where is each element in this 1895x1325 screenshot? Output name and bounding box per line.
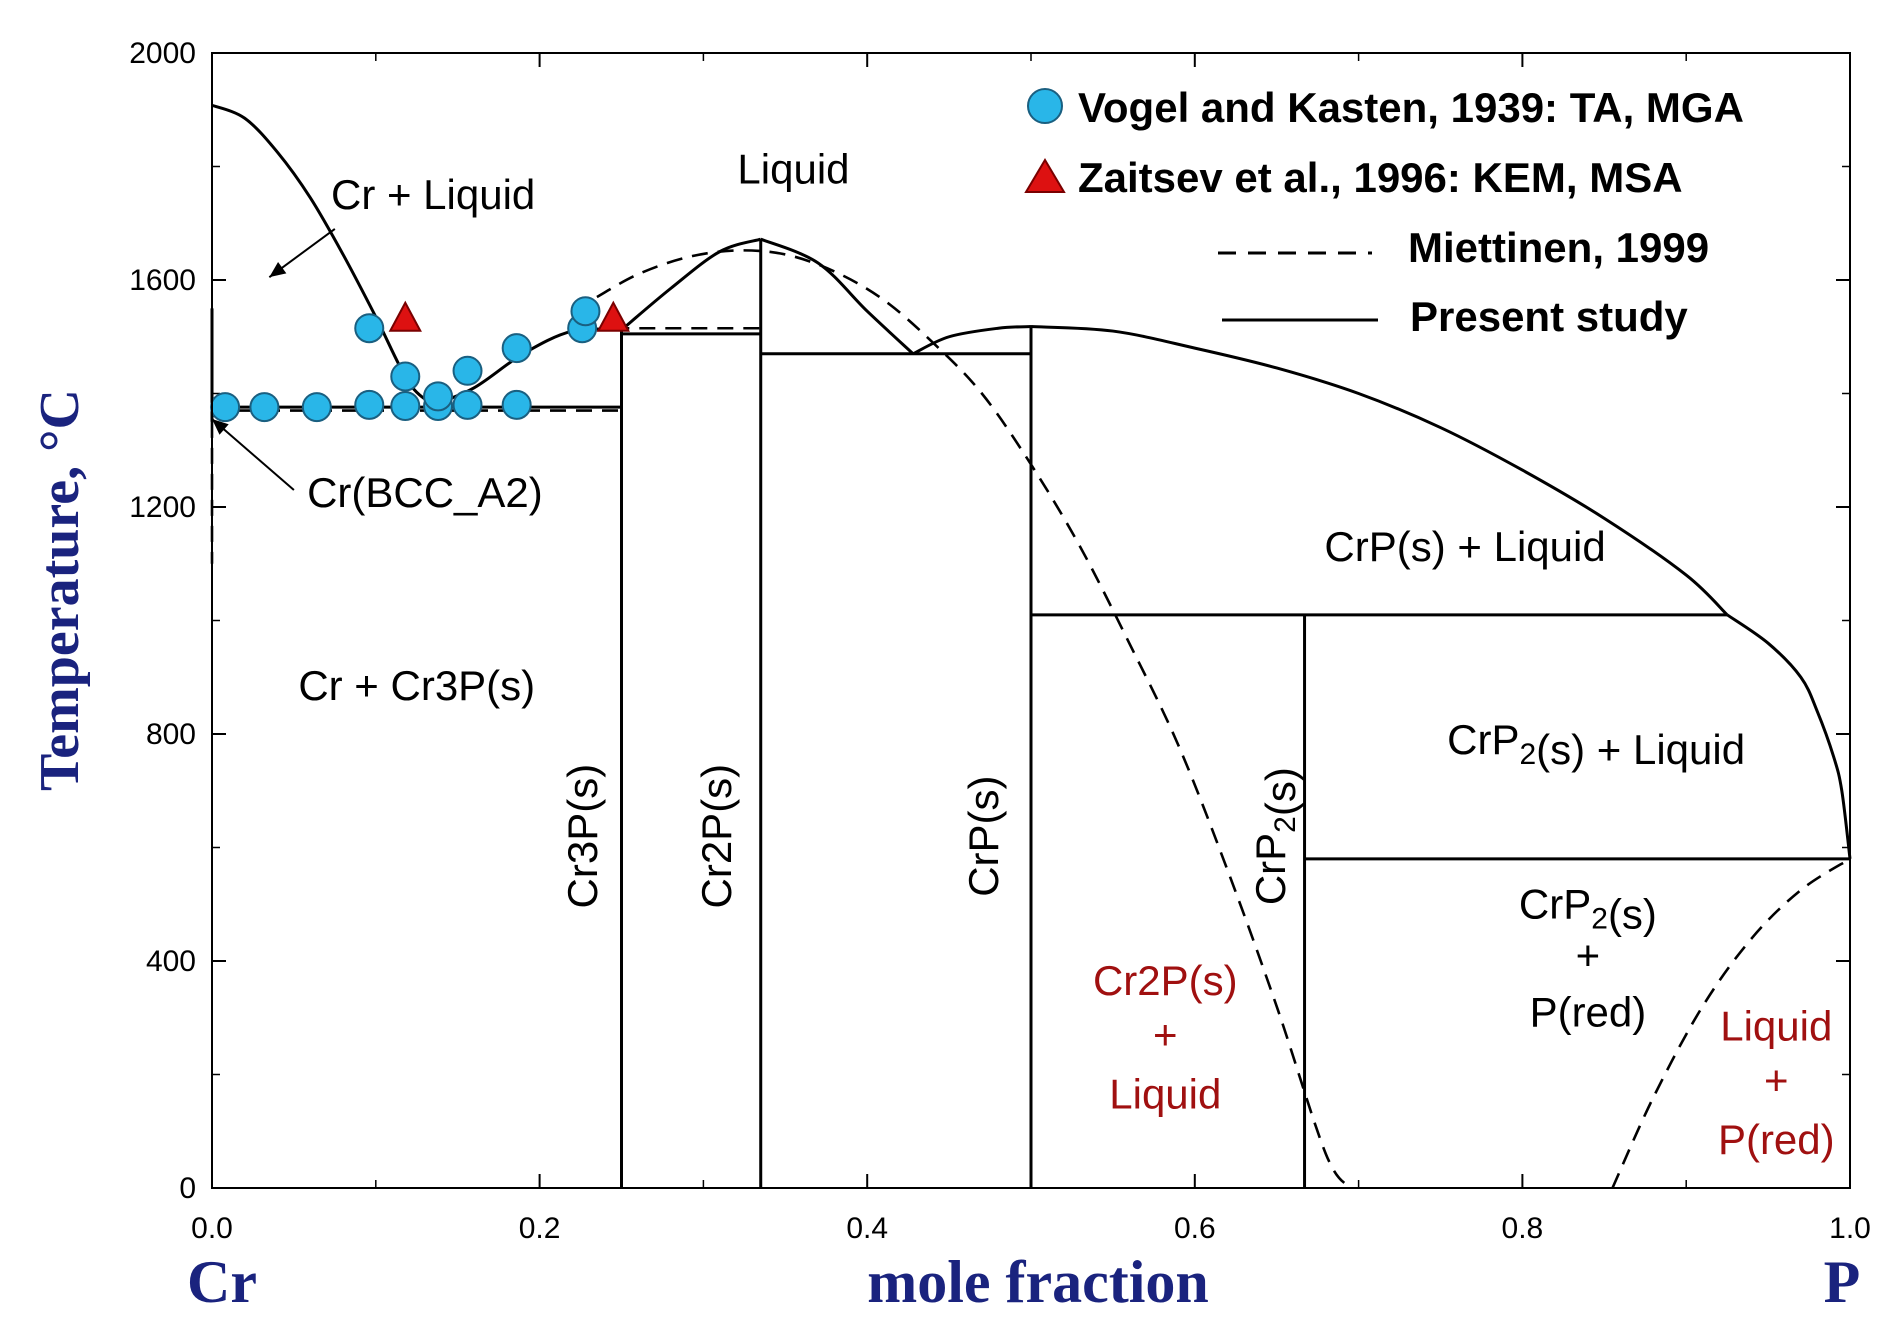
region-label: Cr2P(s) (1093, 957, 1238, 1004)
vogel-data-point (301, 392, 332, 423)
miettinen-line-segment (596, 249, 1352, 1189)
region-label: Cr + Cr3P(s) (298, 662, 535, 709)
y-tick-label: 1200 (129, 491, 196, 524)
zaitsev-data-point (388, 300, 422, 332)
legend-label-present: Present study (1410, 293, 1688, 340)
legend-label-zaitsev: Zaitsev et al., 1996: KEM, MSA (1078, 154, 1683, 201)
y-tick-label: 0 (179, 1172, 196, 1205)
region-label: Liquid (1720, 1002, 1832, 1049)
region-label: Liquid (737, 146, 849, 193)
region-labels: Liquid Cr + Liquid Cr(BCC_A2) Cr + Cr3P(s) C… (298, 146, 1834, 1163)
x-axis-right-label: P (1824, 1249, 1861, 1315)
y-axis-title: Temperature, °C (29, 389, 91, 791)
vogel-data-point (390, 390, 421, 421)
x-tick-label: 0.6 (1174, 1212, 1216, 1245)
legend-label-vogel: Vogel and Kasten, 1939: TA, MGA (1078, 84, 1744, 131)
region-label: Cr3P(s) (559, 764, 606, 909)
region-label: CrP2(s) + Liquid (1447, 716, 1745, 773)
present-study-line-segment (620, 237, 762, 332)
present-study-line-segment (1030, 325, 1729, 616)
zaitsev-data-point (596, 300, 630, 332)
region-label: + (1153, 1011, 1178, 1058)
vogel-data-point (570, 296, 601, 327)
x-axis-left-label: Cr (187, 1249, 257, 1315)
miettinen-line-segment (1611, 857, 1851, 1189)
legend-marker-zaitsev (1024, 158, 1066, 193)
region-label: Cr2P(s) (693, 764, 740, 909)
cr-liquid-arrow-head (269, 262, 287, 278)
region-label: Cr(BCC_A2) (307, 469, 543, 516)
x-tick-label: 0.4 (846, 1212, 888, 1245)
vogel-data-point (501, 389, 532, 420)
annotation-arrows (211, 228, 336, 491)
region-label: P(red) (1530, 988, 1647, 1035)
legend: Vogel and Kasten, 1939: TA, MGA Zaitsev … (1024, 84, 1744, 340)
vogel-data-point (452, 389, 483, 420)
y-tick-label: 800 (146, 718, 196, 751)
plot-frame (211, 52, 1851, 1189)
region-label: + (1576, 932, 1601, 979)
present-study-line-segment (211, 103, 435, 407)
cr-bcc-arrow (211, 418, 295, 491)
x-tick-label: 0.0 (191, 1212, 233, 1245)
region-label: P(red) (1718, 1116, 1835, 1163)
present-study-line-segment (1726, 613, 1852, 860)
region-label: CrP(s) (960, 775, 1007, 896)
x-tick-label: 0.8 (1502, 1212, 1544, 1245)
y-tick-label: 2000 (129, 37, 196, 70)
data-points (210, 296, 630, 423)
vogel-data-point (452, 355, 483, 386)
legend-marker-vogel (1027, 88, 1063, 124)
x-tick-label: 1.0 (1829, 1212, 1871, 1245)
region-label: + (1764, 1056, 1789, 1103)
cr-bcc-arrow-head (212, 419, 229, 435)
region-label: Cr + Liquid (331, 171, 535, 218)
vogel-data-point (390, 361, 421, 392)
region-label: CrP2(s) (1247, 767, 1304, 905)
legend-label-miettinen: Miettinen, 1999 (1408, 224, 1709, 271)
present-study-line-segment (912, 325, 1032, 356)
vogel-data-point (249, 392, 280, 423)
vogel-data-point (354, 313, 385, 344)
vogel-data-point (501, 333, 532, 364)
tick-labels: 0 400 800 1200 1600 2000 0.0 0.2 0.4 0.6 0.8 1.0 (129, 37, 1871, 1245)
y-tick-label: 1600 (129, 264, 196, 297)
region-label: CrP(s) + Liquid (1324, 523, 1605, 570)
region-label: Liquid (1109, 1071, 1221, 1118)
present-study-line-segment (760, 237, 915, 355)
vogel-data-point (423, 381, 454, 412)
y-tick-label: 400 (146, 945, 196, 978)
vogel-data-point (210, 392, 241, 423)
x-axis-title: mole fraction (867, 1249, 1209, 1315)
x-tick-label: 0.2 (519, 1212, 561, 1245)
region-label: CrP2(s) (1519, 880, 1657, 937)
vogel-data-point (354, 389, 385, 420)
